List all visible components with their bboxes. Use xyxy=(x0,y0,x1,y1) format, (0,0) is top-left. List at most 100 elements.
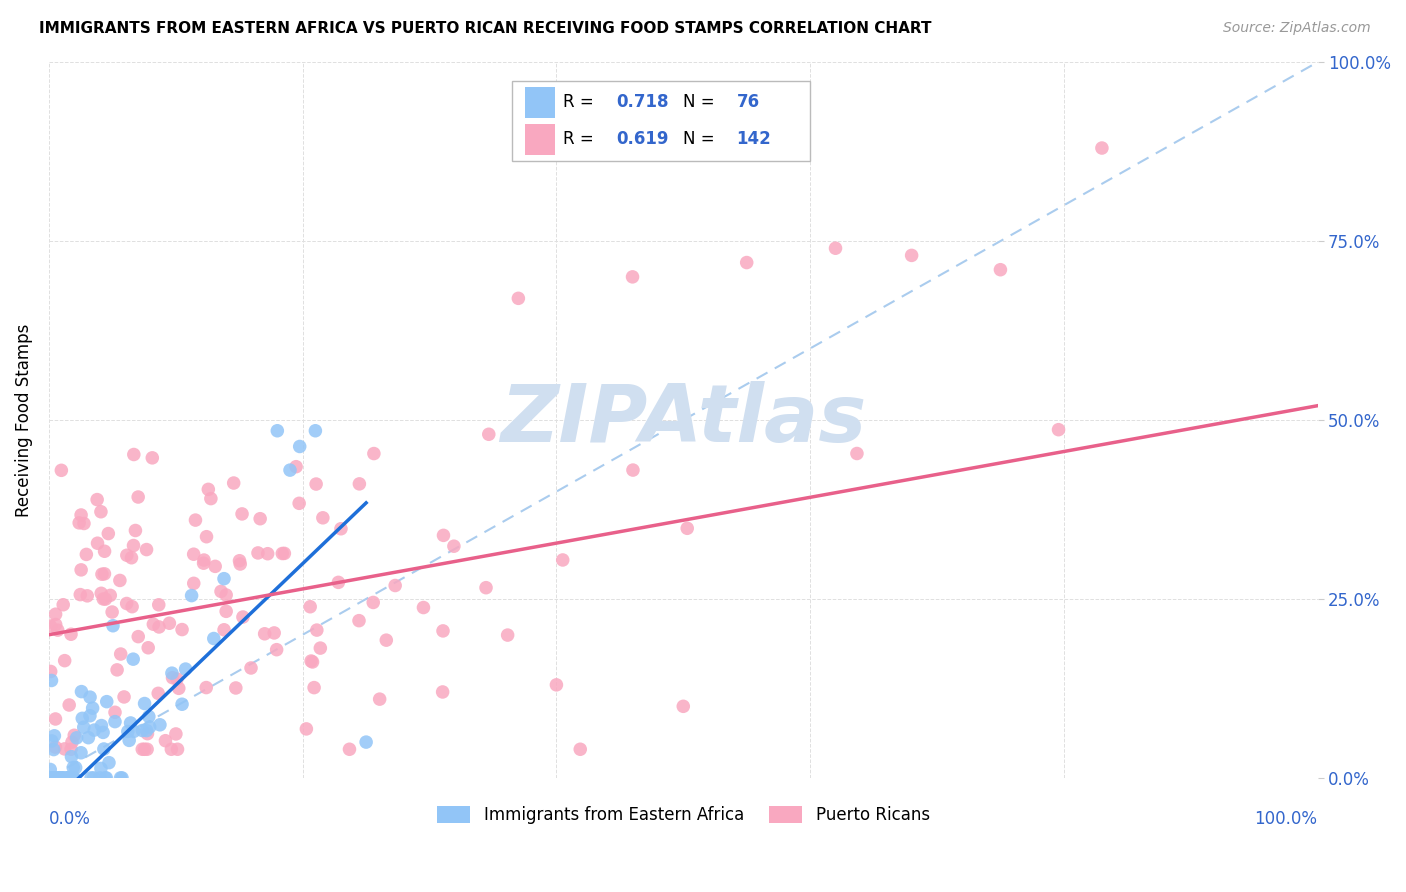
Point xyxy=(361,595,384,609)
Point xyxy=(44,712,66,726)
Text: R =: R = xyxy=(562,94,599,112)
Point xyxy=(672,699,695,714)
Point xyxy=(299,654,322,668)
Point xyxy=(288,496,311,510)
Point xyxy=(80,771,103,785)
Text: IMMIGRANTS FROM EASTERN AFRICA VS PUERTO RICAN RECEIVING FOOD STAMPS CORRELATION: IMMIGRANTS FROM EASTERN AFRICA VS PUERTO… xyxy=(39,21,932,37)
Point xyxy=(148,686,170,700)
Point xyxy=(621,463,644,477)
Point xyxy=(478,427,501,442)
Text: 100.0%: 100.0% xyxy=(1254,810,1317,828)
Point xyxy=(104,714,127,729)
Point xyxy=(183,576,205,591)
Point xyxy=(122,724,145,739)
Text: R =: R = xyxy=(562,130,599,148)
Point xyxy=(170,623,193,637)
Point xyxy=(60,735,83,749)
Point xyxy=(174,662,197,676)
Point xyxy=(90,586,112,600)
Point xyxy=(347,614,370,628)
Point xyxy=(45,607,67,622)
Point xyxy=(91,725,114,739)
Point xyxy=(197,483,219,497)
Point xyxy=(162,671,184,685)
Point xyxy=(39,665,62,679)
Point xyxy=(253,627,276,641)
Text: 0.0%: 0.0% xyxy=(49,810,91,828)
Point xyxy=(124,524,146,538)
Y-axis label: Receiving Food Stamps: Receiving Food Stamps xyxy=(15,323,32,516)
Point xyxy=(1047,423,1070,437)
Point xyxy=(368,692,391,706)
Point xyxy=(91,591,114,606)
Point xyxy=(104,706,127,720)
Point xyxy=(127,490,149,504)
Point xyxy=(62,771,84,785)
Point xyxy=(228,554,250,568)
Point xyxy=(96,771,118,785)
Point xyxy=(215,604,238,618)
Point xyxy=(569,742,592,756)
Point xyxy=(142,617,165,632)
Point xyxy=(136,727,159,741)
Point xyxy=(295,722,318,736)
Point xyxy=(256,547,278,561)
Point xyxy=(70,563,93,577)
Point xyxy=(51,771,73,785)
Point xyxy=(60,742,83,756)
Point xyxy=(180,589,202,603)
Point xyxy=(266,424,288,438)
Point xyxy=(59,771,82,785)
Point xyxy=(131,742,153,756)
Point xyxy=(134,742,156,756)
Point xyxy=(70,684,93,698)
Point xyxy=(39,771,62,785)
Point xyxy=(63,771,86,785)
Point xyxy=(96,695,118,709)
Point xyxy=(138,720,160,734)
Bar xyxy=(524,123,555,155)
Point xyxy=(167,681,190,696)
Point xyxy=(229,557,252,571)
Point xyxy=(384,578,406,592)
Point xyxy=(52,771,75,785)
Point xyxy=(39,771,62,785)
Point xyxy=(195,530,218,544)
Point xyxy=(112,690,135,704)
Point xyxy=(48,771,70,785)
Point xyxy=(845,446,868,460)
Point xyxy=(115,597,138,611)
Point xyxy=(200,491,222,506)
Point xyxy=(508,291,530,305)
Text: ZIPAtlas: ZIPAtlas xyxy=(501,381,866,459)
Text: 142: 142 xyxy=(737,130,772,148)
Point xyxy=(55,771,77,785)
Point xyxy=(166,672,188,686)
Point xyxy=(246,546,269,560)
Point xyxy=(443,539,465,553)
Point xyxy=(990,262,1012,277)
Point xyxy=(93,566,115,581)
Legend: Immigrants from Eastern Africa, Puerto Ricans: Immigrants from Eastern Africa, Puerto R… xyxy=(430,799,936,830)
Point xyxy=(288,440,311,454)
Point xyxy=(60,749,83,764)
Text: 76: 76 xyxy=(737,94,759,112)
Point xyxy=(183,547,205,561)
Point xyxy=(349,476,371,491)
Point xyxy=(266,642,288,657)
Point xyxy=(63,728,86,742)
Point xyxy=(94,771,117,785)
Point xyxy=(44,771,66,785)
Point xyxy=(127,630,149,644)
Point xyxy=(330,522,353,536)
Point xyxy=(195,681,218,695)
Point xyxy=(309,641,332,656)
Point xyxy=(135,542,157,557)
Point xyxy=(193,556,215,570)
Point xyxy=(59,771,82,785)
Point xyxy=(58,770,80,784)
Point xyxy=(110,771,132,785)
Point xyxy=(432,528,454,542)
Point xyxy=(58,698,80,712)
Point xyxy=(90,761,112,775)
